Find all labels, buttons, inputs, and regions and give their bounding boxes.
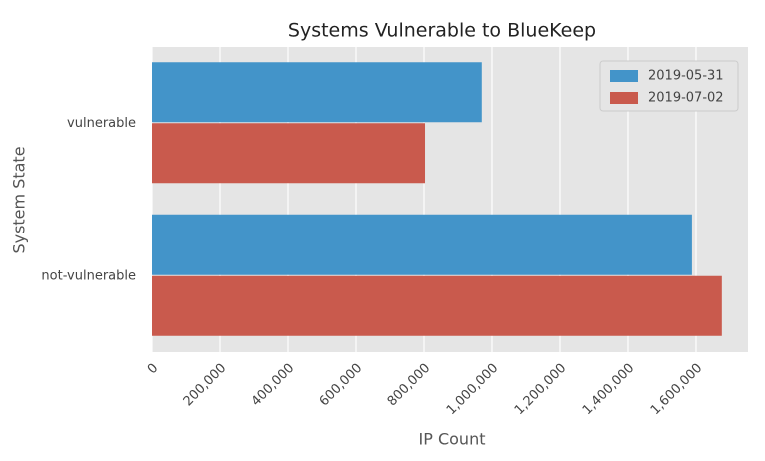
x-tick-label: 600,000 — [317, 361, 366, 410]
legend-swatch — [610, 70, 638, 82]
chart-title: Systems Vulnerable to BlueKeep — [288, 20, 596, 42]
legend-swatch — [610, 92, 638, 104]
y-tick-label: not-vulnerable — [41, 268, 136, 283]
legend-label: 2019-07-02 — [648, 91, 724, 106]
x-tick-label: 200,000 — [181, 361, 230, 410]
bar — [152, 275, 722, 336]
legend-label: 2019-05-31 — [648, 69, 724, 84]
bar — [152, 123, 426, 184]
y-axis-label: System State — [10, 146, 29, 253]
x-axis-label: IP Count — [419, 430, 486, 449]
x-tick-label: 0 — [145, 361, 161, 377]
bar — [152, 214, 692, 275]
x-tick-label: 1,200,000 — [512, 361, 569, 418]
x-tick-label: 1,600,000 — [648, 361, 705, 418]
x-tick-label: 800,000 — [385, 361, 434, 410]
x-tick-label: 1,400,000 — [580, 361, 637, 418]
bar — [152, 62, 482, 123]
x-tick-label: 1,000,000 — [444, 361, 501, 418]
y-tick-label: vulnerable — [67, 116, 136, 131]
x-tick-label: 400,000 — [249, 361, 298, 410]
